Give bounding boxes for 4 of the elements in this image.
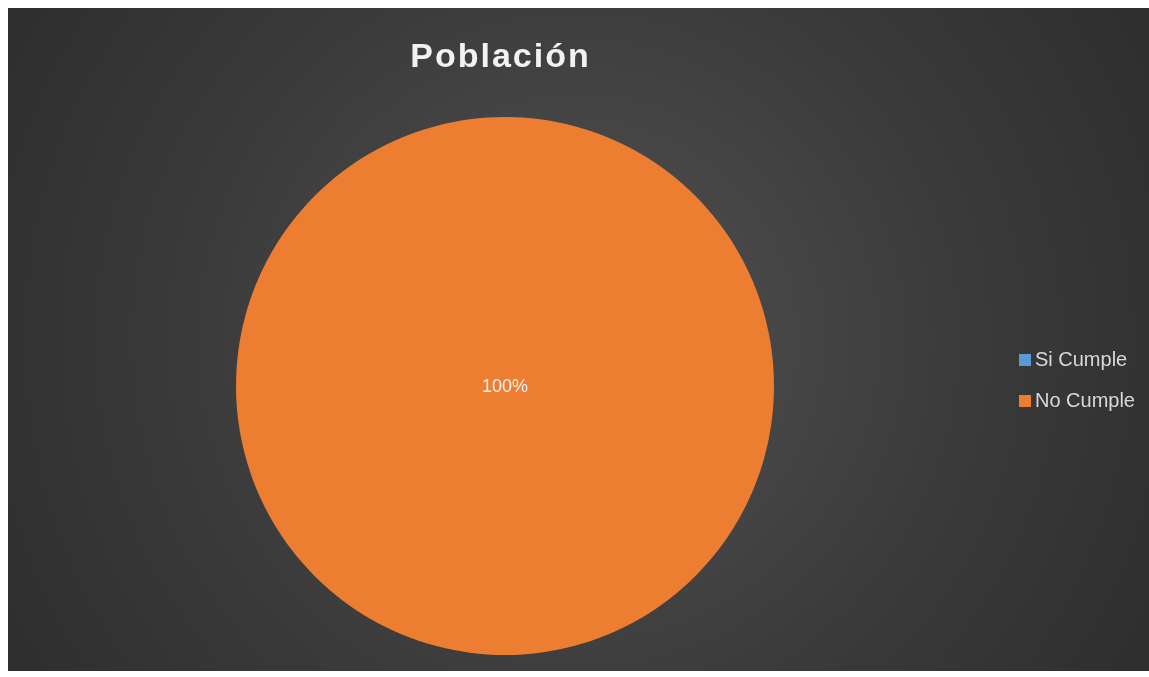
legend-label: No Cumple [1034, 389, 1135, 412]
legend-label: Si Cumple [1034, 348, 1128, 371]
data-label: 100% [481, 376, 529, 396]
chart-title: Población [409, 36, 592, 75]
